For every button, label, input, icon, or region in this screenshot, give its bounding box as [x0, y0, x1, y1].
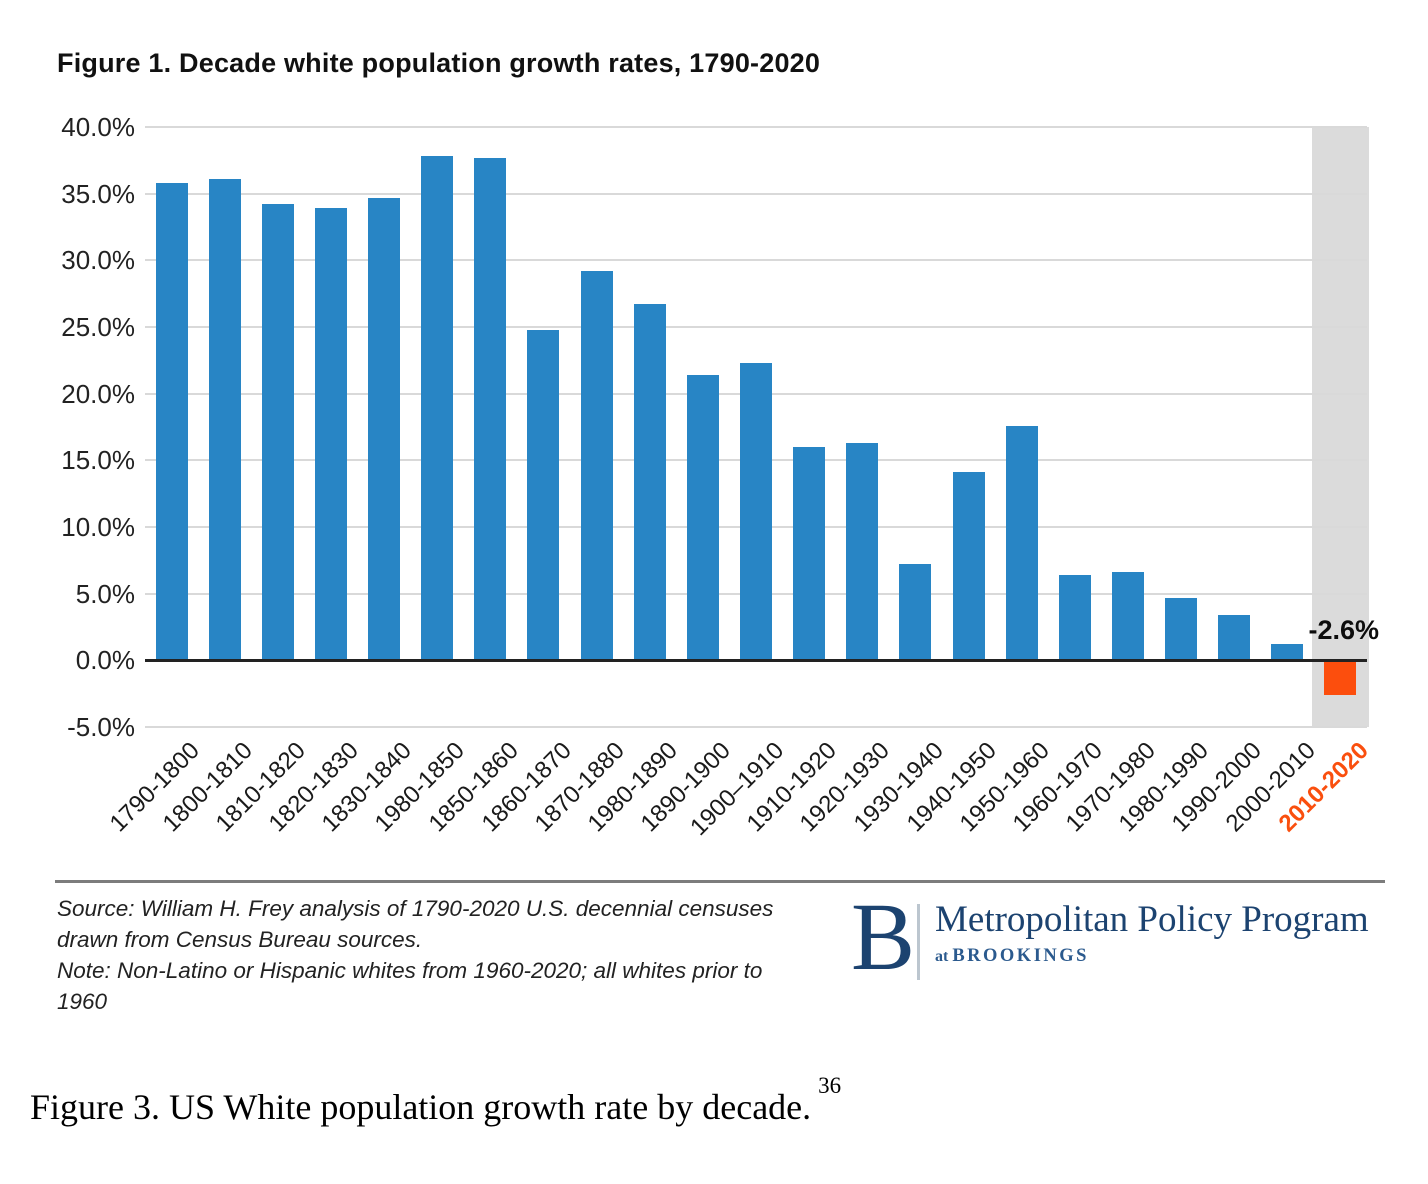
logo-at-prefix: at [935, 948, 949, 965]
bar [686, 375, 719, 661]
gridline [145, 126, 1367, 128]
x-axis-line [145, 658, 1367, 662]
bar [1111, 572, 1144, 661]
source-line: 1960 [57, 989, 108, 1014]
y-tick-label: 25.0% [61, 312, 135, 342]
caption-footnote-ref: 36 [818, 1073, 842, 1098]
y-tick-label: 20.0% [61, 378, 135, 409]
y-tick-label: 35.0% [61, 178, 135, 209]
caption-text: Figure 3. US White population growth rat… [30, 1087, 812, 1127]
y-tick-label: 30.0% [61, 245, 135, 276]
plot-area: -2.6% [145, 126, 1379, 728]
bar [846, 443, 879, 661]
bar [899, 564, 932, 661]
highlight-band [1311, 127, 1369, 727]
y-tick-label: -5.0% [67, 712, 135, 742]
footer-divider [55, 880, 1385, 883]
gridline [145, 192, 1367, 195]
bar [1165, 597, 1198, 661]
bar [474, 157, 507, 661]
source-note: Source: William H. Frey analysis of 1790… [57, 893, 857, 1017]
bar [368, 197, 401, 661]
brookings-logo-letter: B [851, 883, 916, 990]
bar [261, 204, 294, 661]
logo-text-block: Metropolitan Policy Program at BROOKINGS [935, 898, 1369, 967]
y-tick-label: 15.0% [61, 445, 135, 476]
logo-program-name: Metropolitan Policy Program [935, 899, 1369, 940]
bar [314, 208, 347, 661]
bar [155, 183, 188, 661]
bar [793, 447, 826, 661]
logo-brookings-name: BROOKINGS [952, 946, 1089, 966]
y-tick-label: 40.0% [61, 112, 135, 142]
gridline [145, 259, 1367, 262]
x-axis-labels: 1790-1800 1800-1810 1810-1820 1820-1830 1830… [104, 737, 1373, 872]
bar [633, 304, 666, 661]
source-line: Source: William H. Frey analysis of 1790… [57, 896, 774, 921]
negative-value-label: -2.6% [1308, 615, 1379, 645]
bar-highlight [1324, 660, 1357, 695]
logo-separator [917, 904, 920, 980]
logo-subtitle: at BROOKINGS [935, 946, 1369, 967]
bar [527, 329, 560, 661]
bar [952, 472, 985, 661]
bar [740, 363, 772, 661]
y-axis-labels: 40.0% 35.0% 30.0% 25.0% 20.0% 15.0% 10.0% 5.0% 0… [0, 112, 135, 742]
y-tick-label: 0.0% [75, 645, 135, 676]
chart: 40.0% 35.0% 30.0% 25.0% 20.0% 15.0% 10.0% 5.0% 0… [0, 112, 1428, 872]
bar [1058, 575, 1091, 661]
gridline [145, 726, 1367, 728]
source-line: Note: Non-Latino or Hispanic whites from… [57, 958, 763, 983]
bar [580, 271, 613, 661]
bar [1005, 425, 1038, 661]
y-tick-label: 5.0% [75, 578, 135, 609]
gridline [145, 326, 1367, 328]
figure-caption: Figure 3. US White population growth rat… [30, 1073, 841, 1128]
y-tick-label: 10.0% [61, 512, 135, 542]
bar [208, 179, 241, 661]
brookings-logo: B Metropolitan Policy Program at BROOKIN… [851, 883, 1411, 996]
bar [421, 156, 454, 661]
bar [1271, 644, 1304, 661]
source-line: drawn from Census Bureau sources. [57, 927, 423, 952]
bar [1218, 615, 1251, 661]
chart-title: Figure 1. Decade white population growth… [57, 48, 821, 78]
